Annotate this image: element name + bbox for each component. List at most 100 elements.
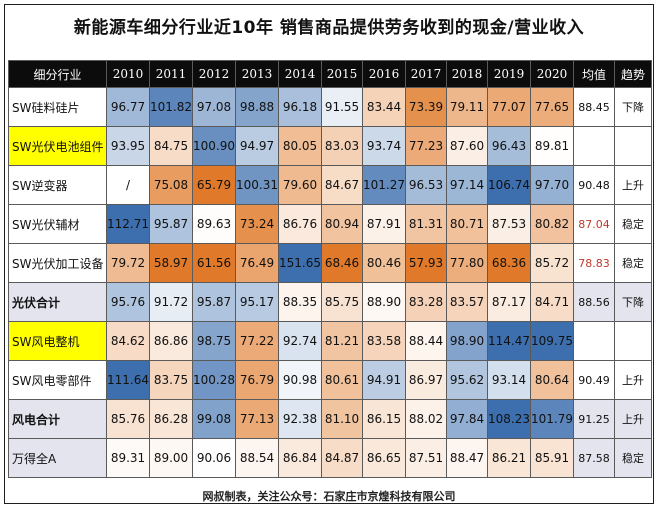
table-row: SW逆变器/75.08 65.79 100.31 79.60 84.67 101.27 96… [8, 165, 652, 205]
value-cell: 68.46 [321, 243, 363, 283]
value-cell: 84.87 [321, 438, 363, 478]
value-cell: 95.17 [235, 282, 279, 322]
value-cell: 86.86 [149, 321, 193, 361]
header-trend: 趋势 [614, 60, 652, 88]
value-cell: 90.06 [192, 438, 236, 478]
value-cell: 114.47 [487, 321, 531, 361]
header-year: 2011 [149, 60, 193, 88]
average-cell: 88.56 [573, 282, 615, 322]
value-cell: 80.64 [530, 360, 574, 400]
header-year: 2018 [446, 60, 488, 88]
row-label: 万得全A [8, 438, 107, 478]
value-cell: 80.94 [321, 204, 363, 244]
header-year: 2010 [106, 60, 150, 88]
table-frame: 新能源车细分行业近10年 销售商品提供劳务收到的现金/营业收入 细分行业 2010… [4, 4, 654, 504]
value-cell: 99.08 [192, 399, 236, 439]
value-cell: 73.24 [235, 204, 279, 244]
value-cell: 94.97 [235, 126, 279, 166]
value-cell: 86.15 [362, 399, 406, 439]
value-cell: 75.08 [149, 165, 193, 205]
table-header-row: 细分行业 2010 2011 2012 2013 2014 2015 2016 2017 2018… [8, 60, 652, 88]
value-cell: 85.76 [106, 399, 150, 439]
value-cell: 101.27 [362, 165, 406, 205]
value-cell: 95.87 [192, 282, 236, 322]
value-cell: 77.65 [530, 87, 574, 127]
average-cell: 90.49 [573, 360, 615, 400]
value-cell: 95.62 [446, 360, 488, 400]
value-cell: 83.03 [321, 126, 363, 166]
row-label: SW光伏辅材 [8, 204, 107, 244]
value-cell: 79.11 [446, 87, 488, 127]
value-cell: 88.44 [405, 321, 447, 361]
value-cell: 109.75 [530, 321, 574, 361]
value-cell: 93.74 [362, 126, 406, 166]
trend-cell: 下降 [614, 87, 652, 127]
table-row: SW风电整机 84.62 86.86 98.75 77.22 92.74 81.21 83.5… [8, 321, 652, 361]
header-year: 2015 [321, 60, 363, 88]
average-cell: 88.45 [573, 87, 615, 127]
value-cell: 96.18 [278, 87, 322, 127]
header-industry: 细分行业 [8, 60, 107, 88]
value-cell: / [106, 165, 150, 205]
value-cell: 88.54 [235, 438, 279, 478]
value-cell: 92.74 [278, 321, 322, 361]
value-cell: 93.14 [487, 360, 531, 400]
row-label: SW光伏加工设备 [8, 243, 107, 283]
value-cell: 77.13 [235, 399, 279, 439]
value-cell: 106.74 [487, 165, 531, 205]
average-cell: 87.04 [573, 204, 615, 244]
value-cell: 97.08 [192, 87, 236, 127]
value-cell: 88.35 [278, 282, 322, 322]
value-cell: 61.56 [192, 243, 236, 283]
value-cell: 68.36 [487, 243, 531, 283]
value-cell: 83.75 [149, 360, 193, 400]
data-table: 细分行业 2010 2011 2012 2013 2014 2015 2016 2017 2018… [8, 60, 652, 478]
value-cell: 86.21 [487, 438, 531, 478]
table-row: SW光伏辅材 112.71 95.87 89.63 73.24 86.76 80.94 87.… [8, 204, 652, 244]
value-cell: 108.23 [487, 399, 531, 439]
value-cell: 81.31 [405, 204, 447, 244]
average-cell: 87.58 [573, 438, 615, 478]
value-cell: 83.28 [405, 282, 447, 322]
value-cell: 100.90 [192, 126, 236, 166]
value-cell: 89.31 [106, 438, 150, 478]
header-year: 2019 [487, 60, 531, 88]
trend-cell [614, 126, 652, 166]
value-cell: 94.91 [362, 360, 406, 400]
trend-cell: 上升 [614, 165, 652, 205]
value-cell: 97.70 [530, 165, 574, 205]
value-cell: 84.62 [106, 321, 150, 361]
table-body: SW硅料硅片 96.77 101.82 97.08 98.88 96.18 91.55 83.… [8, 87, 652, 478]
value-cell: 91.55 [321, 87, 363, 127]
average-cell: 91.25 [573, 399, 615, 439]
average-cell: 78.83 [573, 243, 615, 283]
value-cell: 97.84 [446, 399, 488, 439]
value-cell: 87.51 [405, 438, 447, 478]
value-cell: 80.05 [278, 126, 322, 166]
footer-note: 网叔制表，关注公众号：石家庄市京煌科技有限公司 [202, 490, 456, 503]
row-label: 光伏合计 [8, 282, 107, 322]
value-cell: 87.53 [487, 204, 531, 244]
value-cell: 57.93 [405, 243, 447, 283]
value-cell: 77.22 [235, 321, 279, 361]
average-cell [573, 126, 615, 166]
average-cell: 90.48 [573, 165, 615, 205]
value-cell: 65.79 [192, 165, 236, 205]
value-cell: 79.60 [278, 165, 322, 205]
header-year: 2017 [405, 60, 447, 88]
value-cell: 101.82 [149, 87, 193, 127]
row-label: SW风电整机 [8, 321, 107, 361]
value-cell: 87.91 [362, 204, 406, 244]
value-cell: 100.28 [192, 360, 236, 400]
value-cell: 81.10 [321, 399, 363, 439]
value-cell: 151.65 [278, 243, 322, 283]
table-row: SW光伏电池组件 93.95 84.75 100.90 94.97 80.05 83.03 9… [8, 126, 652, 166]
value-cell: 79.72 [106, 243, 150, 283]
value-cell: 97.14 [446, 165, 488, 205]
value-cell: 84.71 [530, 282, 574, 322]
value-cell: 98.88 [235, 87, 279, 127]
value-cell: 77.23 [405, 126, 447, 166]
value-cell: 93.95 [106, 126, 150, 166]
value-cell: 87.60 [446, 126, 488, 166]
value-cell: 84.75 [149, 126, 193, 166]
